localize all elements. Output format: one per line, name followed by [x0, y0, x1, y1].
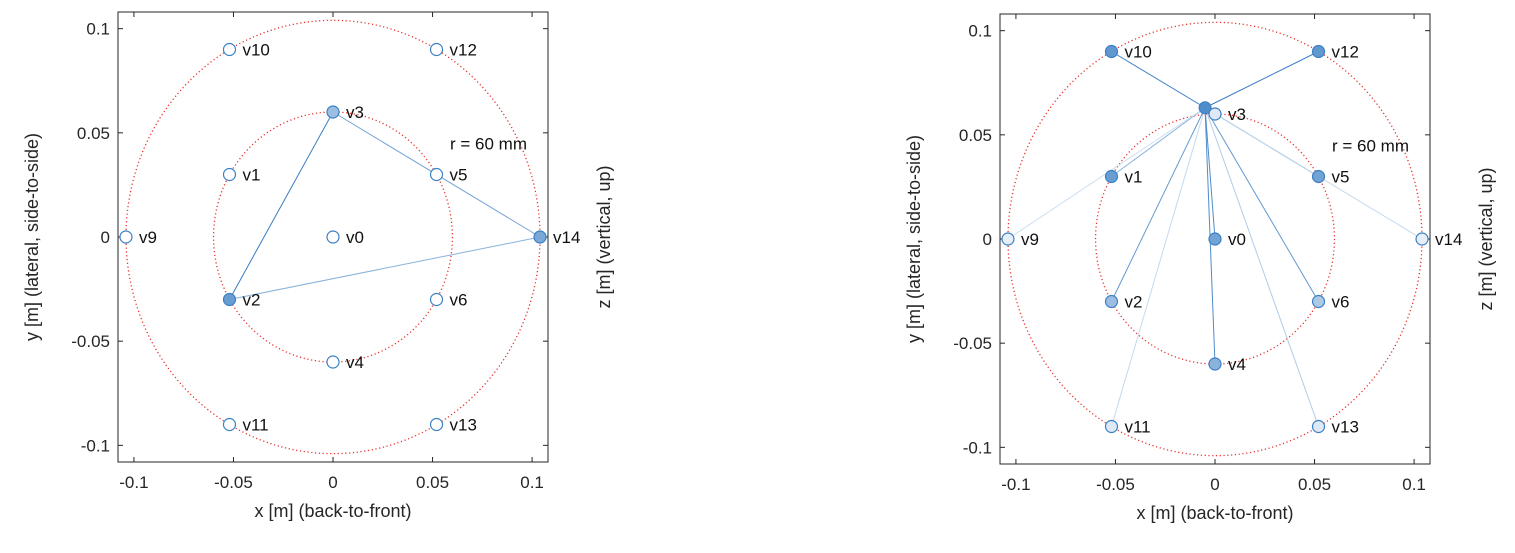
- x-tick-label: 0.05: [1298, 475, 1331, 494]
- radius-annotation: r = 60 mm: [1332, 136, 1409, 155]
- point-marker: [1208, 232, 1222, 246]
- y-tick-label: 0.05: [959, 126, 992, 145]
- point-marker: [1311, 169, 1326, 184]
- point-marker: [1104, 294, 1119, 309]
- point-label: v14: [553, 228, 580, 247]
- point-marker: [119, 230, 133, 244]
- x-tick-label: -0.1: [119, 473, 148, 492]
- point-marker: [222, 417, 237, 432]
- point-marker: [222, 292, 237, 307]
- point-marker: [429, 167, 444, 182]
- point-label: v5: [1332, 168, 1350, 187]
- y-tick-label: -0.05: [71, 332, 110, 351]
- spoke: [1111, 107, 1206, 177]
- point-marker: [429, 417, 444, 432]
- point-marker: [1104, 169, 1119, 184]
- x-tick-label: 0.1: [520, 473, 544, 492]
- y-tick-label: -0.1: [963, 438, 992, 457]
- y-tick-label: -0.1: [81, 436, 110, 455]
- point-label: v2: [1124, 293, 1142, 312]
- point-marker: [1311, 419, 1326, 434]
- point-label: v9: [139, 228, 157, 247]
- point-label: v11: [1124, 418, 1150, 437]
- point-label: v12: [450, 41, 477, 60]
- chart-1: -0.1 -0.05 0 0.05 0.1 0.1 0.05 0 -0.05 -0.1 x [m] …: [22, 11, 614, 521]
- y-axis-label: y [m] (lateral, side-to-side): [904, 135, 924, 343]
- y-tick-label: -0.05: [953, 334, 992, 353]
- spoke: [1111, 51, 1206, 109]
- point-marker: [1104, 419, 1119, 434]
- point-marker: [1208, 357, 1222, 371]
- x-tick-label: 0: [328, 473, 337, 492]
- y-tick-label: 0: [983, 230, 992, 249]
- point-label: v10: [242, 41, 269, 60]
- point-marker: [429, 292, 444, 307]
- y-tick-label: 0.1: [86, 20, 110, 39]
- point-label: v13: [450, 416, 477, 435]
- point-label: v3: [346, 103, 364, 122]
- point-marker: [1208, 107, 1222, 121]
- point-marker: [326, 355, 340, 369]
- point-marker: [429, 42, 444, 57]
- x-tick-label: 0.1: [1402, 475, 1426, 494]
- point-label: v1: [242, 166, 260, 185]
- radius-annotation: r = 60 mm: [450, 134, 527, 153]
- point-marker: [1311, 294, 1326, 309]
- y-tick-label: 0.1: [968, 22, 992, 41]
- x-tick-label: 0.05: [416, 473, 449, 492]
- spoke: [1204, 107, 1319, 427]
- x-tick-label: -0.1: [1001, 475, 1030, 494]
- point-label: v3: [1228, 105, 1246, 124]
- spoke: [1204, 107, 1319, 302]
- point-label: v5: [450, 166, 468, 185]
- y-tick-label: 0: [101, 228, 110, 247]
- z-axis-label: z [m] (vertical, up): [594, 165, 614, 308]
- point-label: v11: [242, 416, 268, 435]
- edge: [229, 236, 541, 300]
- chart-2: -0.1 -0.05 0 0.05 0.1 0.1 0.05 0 -0.05 -0.1 x [m] …: [904, 13, 1496, 523]
- spoke: [1111, 107, 1206, 302]
- y-tick-label: 0.05: [77, 124, 110, 143]
- edge: [229, 111, 334, 300]
- point-label: v1: [1124, 168, 1142, 187]
- spoke: [1111, 107, 1206, 427]
- point-marker: [1311, 44, 1326, 59]
- point-marker: [326, 230, 340, 244]
- point-label: v0: [1228, 230, 1246, 249]
- point-label: v0: [346, 228, 364, 247]
- point-label: v4: [1228, 355, 1246, 374]
- point-label: v6: [1332, 293, 1350, 312]
- spoke: [1204, 51, 1319, 109]
- x-tick-label: -0.05: [214, 473, 253, 492]
- point-label: v13: [1332, 418, 1359, 437]
- point-label: v6: [450, 291, 468, 310]
- point-marker: [1104, 44, 1119, 59]
- x-tick-label: 0: [1210, 475, 1219, 494]
- point-label: v14: [1435, 230, 1462, 249]
- point-marker: [222, 167, 237, 182]
- point-label: v10: [1124, 43, 1151, 62]
- x-axis-label: x [m] (back-to-front): [1136, 503, 1293, 523]
- point-marker: [533, 230, 547, 244]
- hub-marker: [1198, 101, 1212, 115]
- point-marker: [326, 105, 340, 119]
- point-label: v4: [346, 353, 364, 372]
- radius-circle: [212, 111, 454, 363]
- radius-circle: [1094, 113, 1336, 365]
- z-axis-label: z [m] (vertical, up): [1476, 167, 1496, 310]
- x-axis-label: x [m] (back-to-front): [254, 501, 411, 521]
- point-label: v12: [1332, 43, 1359, 62]
- spoke: [1204, 107, 1216, 240]
- x-tick-label: -0.05: [1096, 475, 1135, 494]
- point-marker: [1415, 232, 1429, 246]
- point-label: v9: [1021, 230, 1039, 249]
- point-marker: [222, 42, 237, 57]
- y-axis-label: y [m] (lateral, side-to-side): [22, 133, 42, 341]
- point-marker: [1001, 232, 1015, 246]
- point-label: v2: [242, 291, 260, 310]
